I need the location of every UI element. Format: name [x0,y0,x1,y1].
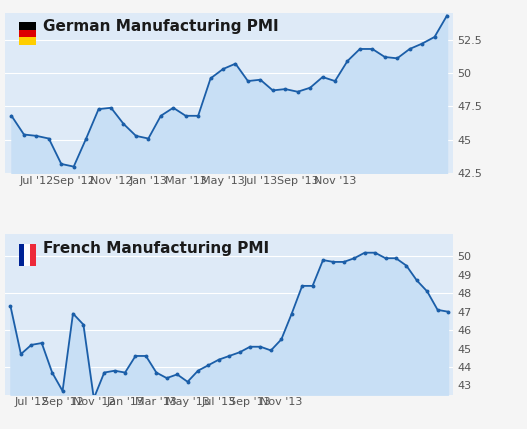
Bar [19,22,36,30]
Bar [24,244,30,266]
Bar [19,30,36,37]
Bar [19,37,36,45]
Bar [19,244,24,266]
Text: German Manufacturing PMI: German Manufacturing PMI [43,19,279,34]
Text: French Manufacturing PMI: French Manufacturing PMI [43,241,269,256]
Bar [30,244,36,266]
